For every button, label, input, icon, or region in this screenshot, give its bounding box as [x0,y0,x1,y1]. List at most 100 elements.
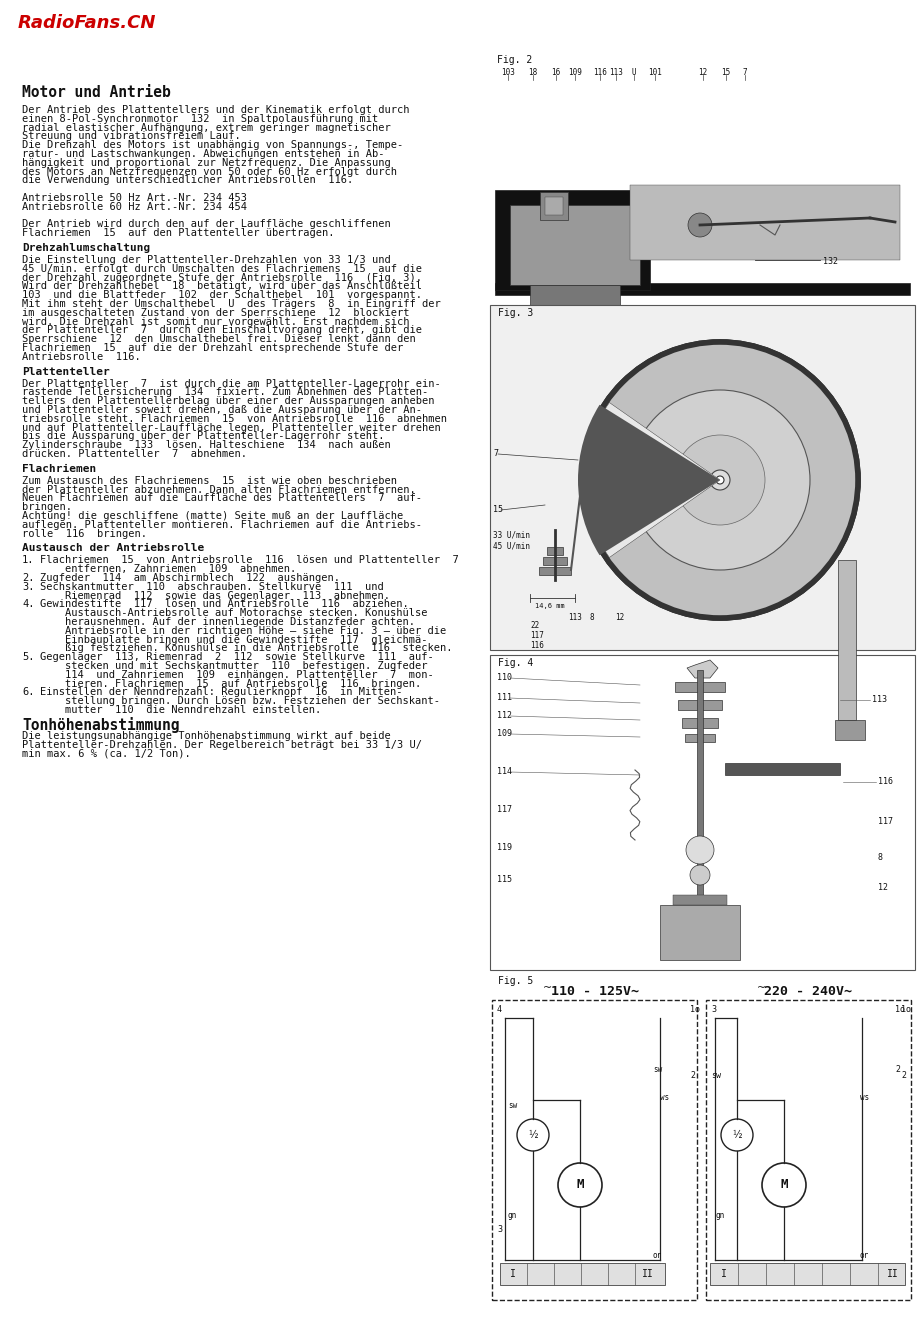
Text: Zylinderschraube  133  lösen. Halteschiene  134  nach außen: Zylinderschraube 133 lösen. Halteschiene… [22,441,391,450]
Text: Antriebsrolle  116.: Antriebsrolle 116. [22,352,141,361]
Text: 3: 3 [710,1005,715,1014]
Text: Flachriemen: Flachriemen [22,464,96,474]
Text: Einstellen der Nenndrehzahl: Regulierknopf  16  in Mitten-: Einstellen der Nenndrehzahl: Regulierkno… [40,687,403,698]
Text: 12: 12 [698,69,707,77]
Wedge shape [584,402,720,558]
Bar [677,700,721,710]
Text: Fig. 3: Fig. 3 [497,309,533,318]
Bar [544,197,562,215]
Text: Der Plattenteller  7  ist durch die am Plattenteller-Lagerrohr ein-: Der Plattenteller 7 ist durch die am Pla… [22,379,440,389]
Text: RadioFans.CN: RadioFans.CN [18,15,156,32]
Text: 103: 103 [501,69,515,77]
Text: stecken und mit Sechskantmutter  110  befestigen. Zugfeder: stecken und mit Sechskantmutter 110 befe… [40,661,427,671]
Text: 117: 117 [529,632,543,641]
Text: Sperrschiene  12  den Umschalthebel frei. Dieser lenkt dann den: Sperrschiene 12 den Umschalthebel frei. … [22,334,415,344]
Text: min max. 6 % (ca. 1/2 Ton).: min max. 6 % (ca. 1/2 Ton). [22,748,190,758]
Text: I: I [720,1269,726,1279]
Text: und Plattenteller soweit drehen, daß die Aussparung über der An-: und Plattenteller soweit drehen, daß die… [22,405,422,415]
Bar [724,762,839,776]
Text: des Motors an Netzfrequenzen von 50 oder 60 Hz erfolgt durch: des Motors an Netzfrequenzen von 50 oder… [22,166,397,177]
Circle shape [516,1119,549,1151]
Text: 1.: 1. [22,555,35,566]
Text: II: II [641,1269,653,1279]
Text: ½: ½ [732,1130,741,1140]
Text: Fig. 4: Fig. 4 [497,658,533,667]
Text: Zugfeder  114  am Abschirmblech  122  aushängen.: Zugfeder 114 am Abschirmblech 122 aushän… [40,572,340,583]
Text: im ausgeschalteten Zustand von der Sperrschiene  12  blockiert: im ausgeschalteten Zustand von der Sperr… [22,307,409,318]
Text: 3.: 3. [22,582,35,592]
Text: Streuung und vibrationsfreiem Lauf.: Streuung und vibrationsfreiem Lauf. [22,132,241,141]
Text: radial elastischer Aufhängung, extrem geringer magnetischer: radial elastischer Aufhängung, extrem ge… [22,123,391,133]
Text: Wird der Drehzahlhebel  18  betätigt, wird über das Anschlußteil: Wird der Drehzahlhebel 18 betätigt, wird… [22,281,422,291]
Text: Sechskantmutter  110  abschrauben. Stellkurve  111  und: Sechskantmutter 110 abschrauben. Stellku… [40,582,383,592]
Bar [529,285,619,335]
Text: 116: 116 [529,641,543,649]
Text: 119: 119 [496,843,512,852]
Text: 8: 8 [877,852,882,861]
Text: ßig festziehen. Konushülse in die Antriebsrolle  116  stecken.: ßig festziehen. Konushülse in die Antrie… [40,644,452,653]
Text: ratur- und Lastschwankungen. Abweichungen entstehen in Ab-: ratur- und Lastschwankungen. Abweichunge… [22,149,384,160]
Text: 116: 116 [593,69,607,77]
Text: ws: ws [859,1093,868,1103]
Wedge shape [577,405,720,555]
Bar [494,284,909,295]
Text: auflegen. Plattenteller montieren. Flachriemen auf die Antriebs-: auflegen. Plattenteller montieren. Flach… [22,520,422,530]
Bar [554,335,595,365]
Bar [494,190,650,290]
Text: Gewindestifte  117  lösen und Antriebsrolle  116  abziehen.: Gewindestifte 117 lösen und Antriebsroll… [40,599,408,609]
Text: Neuen Flachriemen auf die Lauffläche des Plattentellers  7  auf-: Neuen Flachriemen auf die Lauffläche des… [22,493,422,504]
Text: 12: 12 [877,882,887,892]
Text: 33 U/min: 33 U/min [493,530,529,539]
Text: M: M [779,1178,787,1191]
Circle shape [709,470,729,489]
Text: U: U [631,69,636,77]
Bar [490,75,914,299]
Text: die Verwendung unterschiedlicher Antriebsrollen  116.: die Verwendung unterschiedlicher Antrieb… [22,175,353,186]
Text: Fig. 2: Fig. 2 [496,55,532,65]
Text: 14,6 mm: 14,6 mm [535,603,564,609]
Text: 3: 3 [496,1225,502,1235]
Text: 101: 101 [647,69,661,77]
Text: 2: 2 [900,1071,905,1079]
Bar [659,905,739,960]
Text: Antriebsrolle 50 Hz Art.-Nr. 234 453: Antriebsrolle 50 Hz Art.-Nr. 234 453 [22,193,246,203]
Text: der Drehzahl zugeordnete Stufe der Antriebsrolle  116  (Fig. 3).: der Drehzahl zugeordnete Stufe der Antri… [22,273,422,282]
Text: und auf Plattenteller-Lauffläche legen. Plattenteller weiter drehen: und auf Plattenteller-Lauffläche legen. … [22,422,440,433]
Circle shape [720,1119,752,1151]
Text: Plattenteller-Drehzahlen. Der Regelbereich beträgt bei 33 1/3 U/: Plattenteller-Drehzahlen. Der Regelberei… [22,740,422,749]
Text: Motor und Antrieb: Motor und Antrieb [22,84,171,100]
Text: Flachriemen  15  auf den Plattenteller übertragen.: Flachriemen 15 auf den Plattenteller übe… [22,228,335,239]
Text: 103  und die Blattfeder  102  der Schalthebel  101  vorgespannt.: 103 und die Blattfeder 102 der Schaltheb… [22,290,422,301]
Circle shape [579,340,859,620]
Bar [490,656,914,969]
Text: Flachriemen  15  auf die der Drehzahl entsprechende Stufe der: Flachriemen 15 auf die der Drehzahl ents… [22,343,403,353]
Text: M: M [575,1178,584,1191]
Text: 18: 18 [528,69,537,77]
Circle shape [630,390,809,570]
Text: 113: 113 [871,695,886,704]
Text: 1o: 1o [894,1005,904,1014]
Text: triebsrolle steht. Flachriemen  15  von Antriebsrolle  116  abnehmen: triebsrolle steht. Flachriemen 15 von An… [22,414,447,423]
Text: ~: ~ [756,983,766,993]
Text: tieren. Flachriemen  15  auf Antriebsrolle  116  bringen.: tieren. Flachriemen 15 auf Antriebsrolle… [40,678,421,689]
Text: entfernen, Zahnriemen  109  abnehmen.: entfernen, Zahnriemen 109 abnehmen. [40,565,296,574]
Bar [499,1264,664,1285]
Text: 114: 114 [496,768,512,777]
Text: 4.: 4. [22,599,35,609]
Text: Die Einstellung der Plattenteller-Drehzahlen von 33 1/3 und: Die Einstellung der Plattenteller-Drehza… [22,255,391,265]
Text: herausnehmen. Auf der innenliegende Distanzfeder achten.: herausnehmen. Auf der innenliegende Dist… [40,617,414,627]
Text: Flachriemen  15  von Antriebsrolle  116  lösen und Plattenteller  7: Flachriemen 15 von Antriebsrolle 116 lös… [40,555,459,566]
Text: 7: 7 [742,69,746,77]
Bar [709,1264,904,1285]
Text: Antriebsrolle in der richtigen Höhe — siehe Fig. 3 — über die: Antriebsrolle in der richtigen Höhe — si… [40,625,446,636]
Text: bis die Aussparung über der Plattenteller-Lagerrohr steht.: bis die Aussparung über der Plattentelle… [22,431,384,442]
Text: 113: 113 [567,612,581,621]
Bar [685,733,714,743]
Text: Gegenlager  113, Riemenrad  2  112  sowie Stellkurve  111  auf-: Gegenlager 113, Riemenrad 2 112 sowie St… [40,652,433,662]
Bar [834,720,864,740]
Text: Die Drehzahl des Motors ist unabhängig von Spannungs-, Tempe-: Die Drehzahl des Motors ist unabhängig v… [22,140,403,150]
Circle shape [686,836,713,864]
Text: 15: 15 [720,69,730,77]
Text: 220 - 240V~: 220 - 240V~ [763,985,851,998]
Bar [542,557,566,565]
